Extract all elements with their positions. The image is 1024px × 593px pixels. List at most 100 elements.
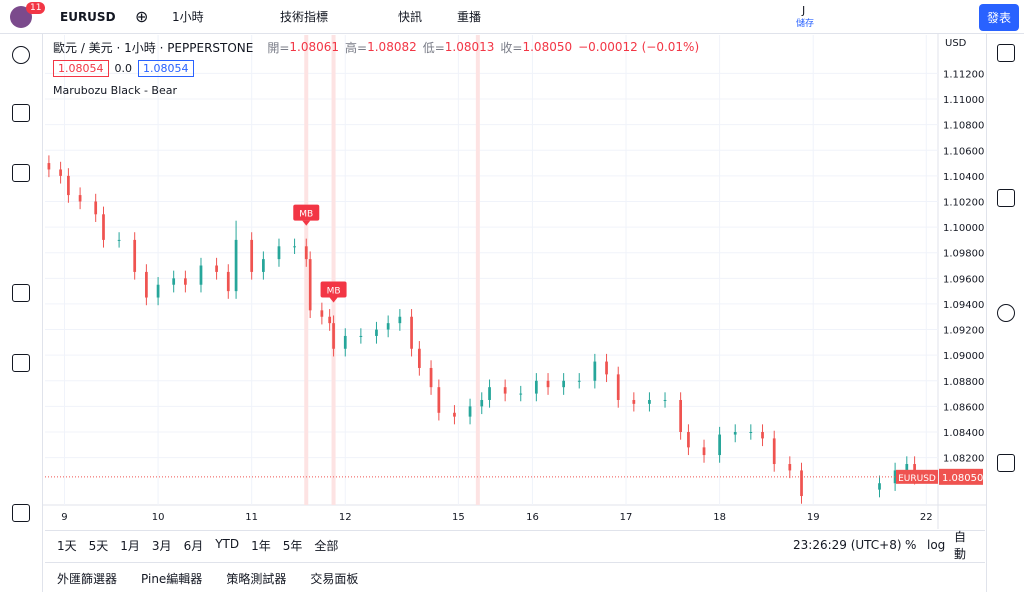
- bid[interactable]: 1.08054: [53, 60, 109, 77]
- candle-body: [718, 434, 721, 456]
- ohlc-label: 收=: [500, 40, 523, 55]
- x-tick-label: 22: [920, 512, 933, 523]
- price-tag: [939, 468, 983, 485]
- candle-body: [156, 284, 160, 298]
- log[interactable]: log: [927, 538, 946, 552]
- range-button[interactable]: 5天: [88, 538, 109, 553]
- side-icon[interactable]: [997, 189, 1015, 207]
- marker-flag: [293, 204, 320, 221]
- marker-pointer: [302, 220, 311, 226]
- candle-body: [398, 316, 402, 324]
- x-tick-label: 9: [61, 512, 67, 523]
- candle-body: [488, 387, 491, 400]
- candle-body: [102, 214, 105, 240]
- x-tick-label: 16: [526, 512, 539, 523]
- candle-body: [733, 432, 737, 435]
- percent[interactable]: %: [905, 538, 917, 552]
- indicator-name: Marubozu Black - Bear: [53, 84, 177, 97]
- candle-body: [117, 239, 121, 241]
- panel-tab[interactable]: 交易面板: [310, 571, 359, 586]
- ohlc-value: 1.08082: [367, 40, 417, 54]
- candle-body: [199, 265, 203, 285]
- layout[interactable]: J: [802, 4, 806, 17]
- replay[interactable]: 重播: [457, 10, 482, 24]
- candle-body: [663, 399, 667, 401]
- auto[interactable]: 自動: [954, 530, 967, 561]
- ohlc-value: 1.08050: [522, 40, 573, 54]
- panel-tab[interactable]: 外匯篩選器: [57, 571, 118, 586]
- y-tick-label: 1.08600: [943, 402, 984, 413]
- candle-body: [788, 464, 792, 471]
- candle-body: [605, 361, 608, 375]
- marker-flag: [320, 281, 347, 298]
- candle-body: [94, 201, 98, 215]
- range-button[interactable]: 全部: [314, 538, 339, 553]
- side-icon[interactable]: [997, 304, 1015, 322]
- x-tick-label: 12: [339, 512, 352, 523]
- tool-icon[interactable]: [12, 46, 30, 64]
- range-bar: 1天 5天 1月 3月 6月 YTD 1年 5年 全部 23:26:29 (UTC+8) % l…: [45, 530, 985, 561]
- range-button[interactable]: 5年: [282, 538, 303, 553]
- candle-body: [468, 406, 472, 417]
- indicators[interactable]: 技術指標: [280, 10, 329, 24]
- x-tick-label: 15: [452, 512, 465, 523]
- candle-body: [410, 316, 413, 349]
- badge: 11: [26, 2, 46, 14]
- range-button[interactable]: YTD: [215, 536, 240, 551]
- spread: 0.0: [114, 62, 133, 75]
- x-tick-label: 11: [245, 512, 258, 523]
- y-tick-label: 1.09000: [943, 351, 984, 362]
- range-button[interactable]: 1月: [120, 538, 140, 553]
- x-tick-label: 19: [807, 512, 820, 523]
- legend-title: 歐元 / 美元 · 1小時 · PEPPERSTONE: [53, 40, 254, 55]
- tool-icon[interactable]: [12, 164, 30, 182]
- tool-icon[interactable]: [12, 104, 30, 122]
- candle-body: [250, 239, 254, 272]
- y-tick-label: 1.08800: [943, 377, 984, 388]
- tool-icon[interactable]: [12, 504, 30, 522]
- range-button[interactable]: 1天: [57, 538, 77, 553]
- y-tick-label: 1.11000: [943, 95, 984, 106]
- tool-icon[interactable]: [12, 284, 30, 302]
- side-icon[interactable]: [997, 44, 1015, 62]
- side-icon[interactable]: [997, 454, 1015, 472]
- candle-body: [308, 259, 312, 311]
- bid-ask: 1.08054 0.0 1.08054: [53, 60, 194, 77]
- y-tick-label: 1.11200: [943, 69, 984, 80]
- panel-tab[interactable]: 策略測試器: [226, 571, 287, 586]
- marker-band: [331, 35, 336, 505]
- candle-body: [417, 348, 421, 368]
- ask[interactable]: 1.08054: [138, 60, 194, 77]
- candle-body: [343, 335, 347, 349]
- range-list: 1天 5天 1月 3月 6月 YTD 1年 5年 全部: [57, 537, 350, 554]
- candle-body: [577, 380, 581, 382]
- range-button[interactable]: 3月: [151, 538, 172, 553]
- labels: 1.08200 1.08400 1.08600 1.08800 1.09000 1.092…: [61, 69, 984, 523]
- candle-body: [687, 432, 690, 448]
- range-button[interactable]: 1年: [251, 538, 271, 553]
- symbol-tag: [896, 469, 938, 484]
- currency[interactable]: USD: [945, 38, 967, 49]
- bottom-panel: 外匯篩選器 Pine編輯器 策略測試器 交易面板: [45, 562, 985, 593]
- candle-body: [632, 399, 636, 404]
- price-tag-label: 1.08050: [942, 473, 983, 484]
- publish-button[interactable]: 發表: [979, 4, 1020, 31]
- range-button[interactable]: 6月: [183, 538, 204, 553]
- candle-body: [172, 278, 176, 285]
- marker-pointer: [329, 297, 338, 303]
- candle-body: [761, 432, 764, 439]
- alerts[interactable]: 快訊: [398, 10, 423, 24]
- save[interactable]: 儲存: [796, 19, 815, 29]
- panel-tab[interactable]: Pine編輯器: [141, 571, 203, 586]
- y-tick-label: 1.10200: [943, 197, 984, 208]
- interval[interactable]: 1小時: [172, 10, 204, 24]
- candle-body: [320, 310, 324, 317]
- candle-body: [215, 265, 218, 272]
- add-icon[interactable]: ⊕: [135, 7, 149, 26]
- symbol[interactable]: EURUSD: [60, 9, 116, 24]
- candle-body: [453, 412, 456, 417]
- ohlc-value: 1.08061: [289, 40, 340, 54]
- candle-body: [878, 483, 881, 490]
- candle-body: [262, 259, 265, 272]
- tool-icon[interactable]: [12, 354, 30, 372]
